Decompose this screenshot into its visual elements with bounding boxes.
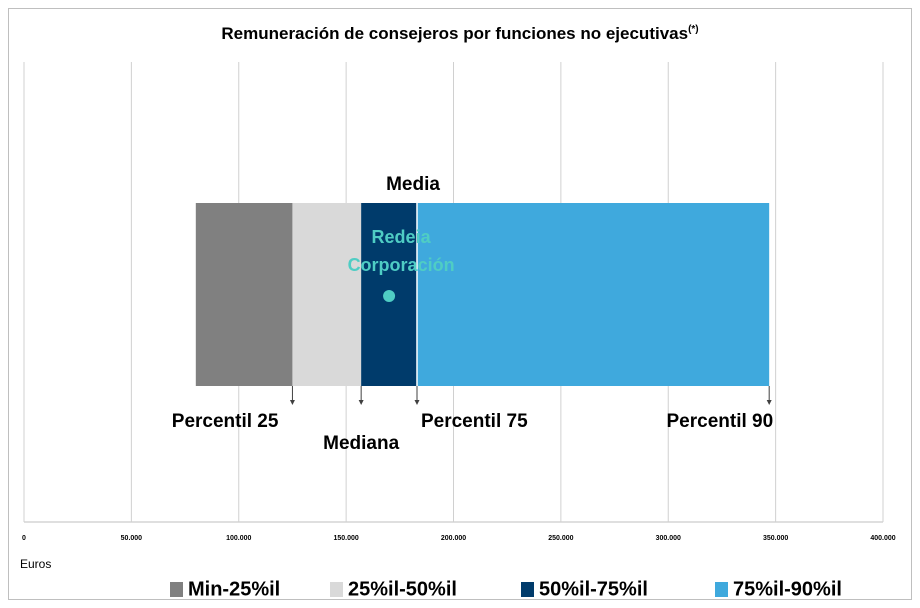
- title-note: (*): [688, 24, 699, 35]
- annotation-label: Percentil 25: [172, 411, 279, 432]
- x-tick-label: 250.000: [548, 535, 573, 542]
- chart-title: Remuneración de consejeros por funciones…: [221, 24, 698, 44]
- x-tick-label: 350.000: [763, 535, 788, 542]
- bar-segment: [416, 203, 770, 386]
- legend-label: 75%il-90%il: [733, 578, 842, 600]
- x-tick-label: 50.000: [121, 535, 143, 542]
- annotation-label: Media: [386, 174, 440, 195]
- x-tick-label: 0: [22, 535, 26, 542]
- x-axis-label: Euros: [20, 557, 51, 571]
- legend-label: Min-25%il: [188, 578, 280, 600]
- arrow-head: [414, 400, 420, 405]
- title-text: Remuneración de consejeros por funciones…: [221, 24, 688, 43]
- x-tick-label: 400.000: [870, 535, 895, 542]
- x-tick-label: 150.000: [333, 535, 358, 542]
- point-label: Redeia: [372, 227, 432, 247]
- legend-item: 75%il-90%il: [715, 578, 842, 600]
- legend-swatch: [330, 582, 343, 597]
- bar-segment: [195, 203, 293, 386]
- x-tick-label: 100.000: [226, 535, 251, 542]
- annotation-label: Mediana: [323, 433, 399, 454]
- x-tick-label: 200.000: [441, 535, 466, 542]
- x-tick-label: 300.000: [656, 535, 681, 542]
- legend-swatch: [521, 582, 534, 597]
- point-marker: [383, 290, 396, 302]
- legend-label: 50%il-75%il: [539, 578, 648, 600]
- legend-swatch: [715, 582, 728, 597]
- arrow-head: [766, 400, 772, 405]
- arrow-head: [289, 400, 295, 405]
- arrow-head: [358, 400, 364, 405]
- annotation-label: Percentil 75: [421, 411, 528, 432]
- point-label: Corporación: [348, 255, 455, 275]
- annotation-label: Percentil 90: [667, 411, 774, 432]
- legend-item: 50%il-75%il: [521, 578, 648, 600]
- legend-item: 25%il-50%il: [330, 578, 457, 600]
- legend-item: Min-25%il: [170, 578, 280, 600]
- bar-segment: [292, 203, 362, 386]
- legend-label: 25%il-50%il: [348, 578, 457, 600]
- legend-swatch: [170, 582, 183, 597]
